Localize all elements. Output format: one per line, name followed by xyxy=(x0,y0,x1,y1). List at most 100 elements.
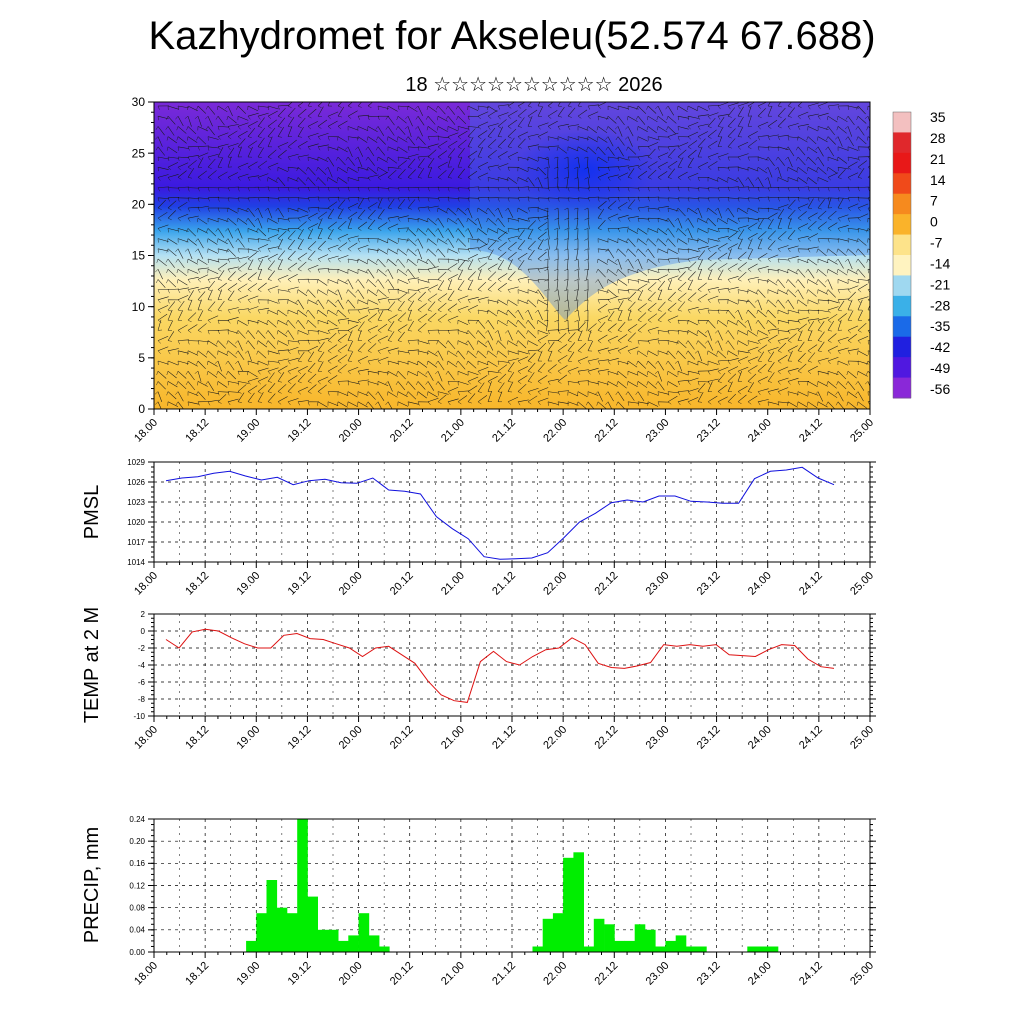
wind-barb xyxy=(707,299,711,303)
wind-barb xyxy=(685,228,689,232)
wind-vector xyxy=(687,330,698,336)
wind-barb xyxy=(817,228,822,231)
wind-vector xyxy=(197,136,207,145)
wind-vector xyxy=(177,401,184,409)
wind-vector xyxy=(417,158,425,168)
wind-barb xyxy=(247,279,252,282)
wind-barb xyxy=(245,340,249,345)
wind-vector xyxy=(267,162,279,168)
wind-barb xyxy=(707,238,709,243)
wind-barb xyxy=(367,320,372,323)
wind-barb xyxy=(677,197,680,202)
wind-vector xyxy=(787,319,799,323)
y-tick-label: 5 xyxy=(138,351,145,365)
wind-vector xyxy=(827,210,837,219)
wind-vector xyxy=(737,394,747,403)
wind-barb xyxy=(337,330,340,335)
wind-barb xyxy=(697,391,702,394)
wind-barb xyxy=(844,258,849,262)
wind-vector xyxy=(767,207,779,211)
wind-vector xyxy=(747,299,756,309)
wind-barb xyxy=(347,207,352,211)
wind-vector xyxy=(297,221,307,229)
wind-barb xyxy=(317,370,323,372)
wind-barb xyxy=(167,299,170,304)
wind-barb xyxy=(584,167,589,170)
wind-barb xyxy=(357,309,361,314)
wind-vector xyxy=(627,168,635,178)
wind-vector xyxy=(187,126,197,135)
wind-vector xyxy=(567,391,579,397)
wind-barb xyxy=(376,289,379,294)
wind-vector xyxy=(767,362,775,372)
wind-vector xyxy=(417,228,427,236)
wind-barb xyxy=(307,350,312,354)
wind-barb xyxy=(437,136,440,141)
wind-vector xyxy=(657,381,665,391)
wind-vector xyxy=(857,213,869,219)
wind-vector xyxy=(687,306,699,311)
wind-vector xyxy=(717,186,730,188)
wind-barb xyxy=(626,146,629,151)
wind-vector xyxy=(597,146,606,156)
wind-vector xyxy=(827,357,839,362)
wind-barb xyxy=(347,320,349,325)
wind-barb xyxy=(405,269,409,273)
wind-vector xyxy=(217,105,228,113)
wind-barb xyxy=(806,258,809,263)
wind-barb xyxy=(447,156,452,159)
wind-vector xyxy=(707,381,713,392)
wind-vector xyxy=(327,111,339,117)
wind-barb xyxy=(707,309,710,314)
wind-barb xyxy=(617,299,621,304)
wind-barb xyxy=(646,371,649,376)
wind-vector xyxy=(507,381,514,392)
wind-barb xyxy=(685,340,689,345)
wind-barb xyxy=(844,126,849,130)
wind-barb xyxy=(486,309,489,314)
wind-vector xyxy=(317,289,328,296)
wind-barb xyxy=(717,116,721,120)
wind-barb xyxy=(636,360,639,365)
wind-barb xyxy=(564,319,569,322)
wind-barb xyxy=(157,248,159,253)
wind-vector xyxy=(737,319,747,328)
wind-barb xyxy=(584,207,589,210)
wind-barb xyxy=(807,207,813,209)
wind-vector xyxy=(407,401,419,405)
wind-barb xyxy=(557,330,561,334)
wind-barb xyxy=(806,146,809,151)
wind-vector xyxy=(277,142,289,148)
wind-vector xyxy=(647,115,658,123)
wind-vector xyxy=(407,105,418,112)
wind-vector xyxy=(507,362,515,372)
wind-barb xyxy=(466,360,469,365)
wind-vector xyxy=(557,401,569,404)
wind-vector xyxy=(747,320,752,331)
wind-barb xyxy=(467,177,472,180)
wind-vector xyxy=(447,197,460,199)
wind-barb xyxy=(227,126,231,130)
precip-panel: 0.000.040.080.120.160.200.24 18.00 18.12 1… xyxy=(81,815,876,988)
wind-vector xyxy=(727,393,736,402)
wind-barb xyxy=(717,187,720,192)
wind-barb xyxy=(677,258,680,263)
wind-barb xyxy=(435,360,439,365)
wind-vector xyxy=(567,207,570,220)
wind-barb xyxy=(247,320,249,325)
wind-barb xyxy=(417,187,420,192)
wind-vector xyxy=(547,102,554,107)
wind-barb xyxy=(864,381,869,385)
wind-vector xyxy=(427,149,437,158)
wind-barb xyxy=(404,126,409,130)
wind-vector xyxy=(197,291,206,300)
wind-barb xyxy=(697,289,702,292)
wind-barb xyxy=(554,207,559,210)
wind-vector xyxy=(357,299,369,305)
wind-vector xyxy=(387,391,398,398)
wind-vector xyxy=(507,286,519,290)
wind-vector xyxy=(697,259,704,270)
wind-barb xyxy=(867,207,870,212)
wind-barb xyxy=(567,381,570,386)
wind-vector xyxy=(327,255,339,260)
